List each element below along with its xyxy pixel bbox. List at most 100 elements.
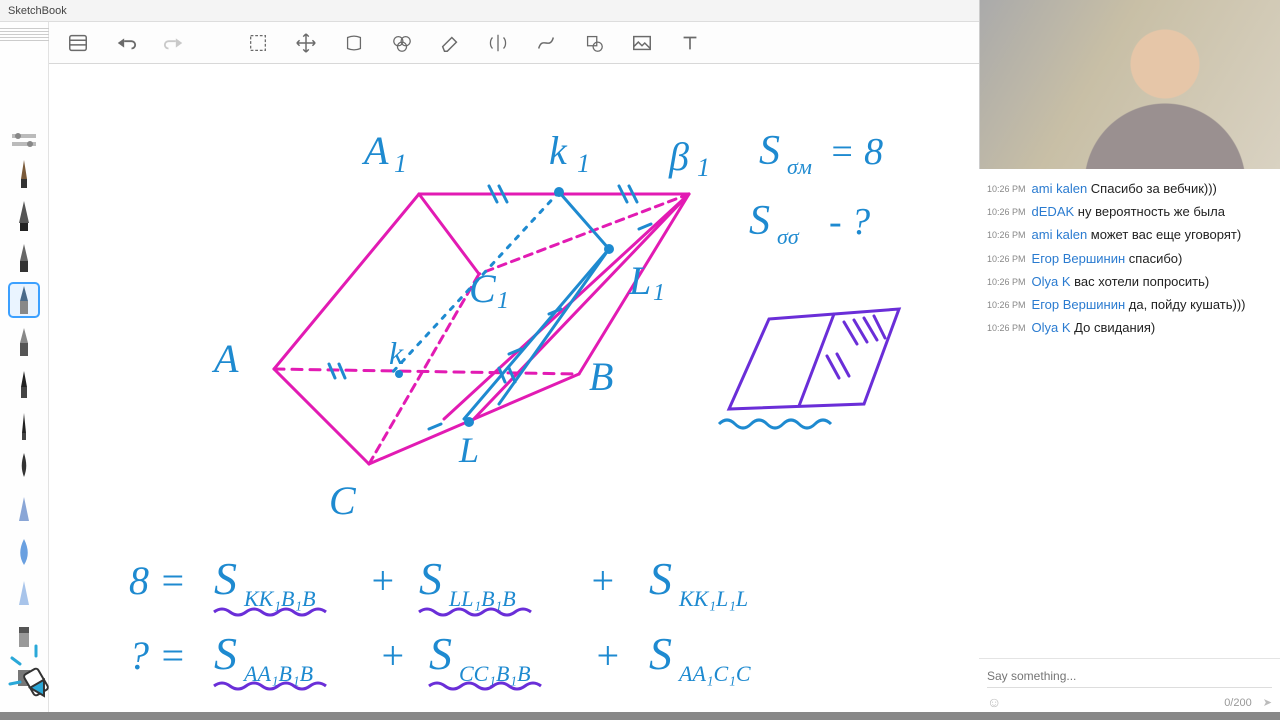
spline-icon[interactable] <box>533 30 559 56</box>
chat-time: 10:26 PM <box>987 226 1026 244</box>
svg-text:S: S <box>649 553 672 604</box>
chat-row: 10:26 PM dEDAK ну вероятность же была <box>987 203 1272 221</box>
char-counter: 0/200 <box>1224 697 1252 709</box>
svg-text:C: C <box>329 478 357 523</box>
chat-input[interactable] <box>987 665 1272 688</box>
svg-text:1: 1 <box>697 153 710 182</box>
app-title: SketchBook <box>8 5 67 17</box>
svg-text:LL₁B₁B: LL₁B₁B <box>448 586 516 611</box>
fill-icon[interactable] <box>389 30 415 56</box>
svg-text:S: S <box>214 553 237 604</box>
svg-text:B: B <box>589 354 613 399</box>
svg-text:1: 1 <box>577 149 590 178</box>
svg-text:A: A <box>211 336 239 381</box>
svg-text:1: 1 <box>394 149 407 178</box>
brush-9[interactable] <box>10 494 38 526</box>
emoji-icon[interactable]: ☺ <box>987 694 1001 710</box>
chat-row: 10:26 PMOlya K До свидания) <box>987 319 1272 337</box>
drawing-canvas[interactable]: A1 k1 β1 A B C C1 L1 k L Sσм = 8 Sσσ - ?… <box>49 64 979 712</box>
send-icon[interactable]: ➤ <box>1263 697 1272 709</box>
chat-username[interactable]: dEDAK <box>1032 204 1075 219</box>
brush-7[interactable] <box>10 410 38 442</box>
selection-icon[interactable] <box>245 30 271 56</box>
brush-11[interactable] <box>10 578 38 610</box>
brush-5[interactable] <box>10 326 38 358</box>
redo-icon[interactable] <box>161 30 187 56</box>
brush-2[interactable] <box>10 200 38 232</box>
chat-time: 10:26 PM <box>987 273 1026 291</box>
svg-text:S: S <box>649 628 672 679</box>
svg-text:S: S <box>429 628 452 679</box>
svg-text:+: + <box>369 558 396 603</box>
svg-text:+: + <box>594 633 621 678</box>
webcam-video <box>979 0 1280 169</box>
svg-text:8 =: 8 = <box>129 558 186 603</box>
svg-text:L: L <box>628 258 651 303</box>
chat-log: 10:26 PMami kalen Спасибо за вебчик)))10… <box>979 169 1280 658</box>
chat-message: Спасибо за вебчик))) <box>1091 181 1217 196</box>
svg-text:1: 1 <box>653 280 665 306</box>
brush-8[interactable] <box>10 452 38 484</box>
brush-1[interactable] <box>10 158 38 190</box>
svg-text:= 8: = 8 <box>829 131 883 173</box>
chat-time: 10:26 PM <box>987 250 1026 268</box>
chat-compose: ☺ 0/200 ➤ <box>979 658 1280 720</box>
shape-icon[interactable] <box>581 30 607 56</box>
chat-username[interactable]: Olya K <box>1032 320 1071 335</box>
svg-text:σм: σм <box>787 154 812 179</box>
svg-text:k: k <box>389 335 404 371</box>
svg-text:S: S <box>749 198 770 244</box>
svg-text:S: S <box>214 628 237 679</box>
svg-text:KK₁L₁L: KK₁L₁L <box>678 586 748 611</box>
chat-time: 10:26 PM <box>987 319 1026 337</box>
chat-time: 10:26 PM <box>987 296 1026 314</box>
chat-row: 10:26 PM Егор Вершинин да, пойду кушать))… <box>987 296 1272 314</box>
chat-username[interactable]: ami kalen <box>1032 227 1088 242</box>
brush-6[interactable] <box>10 368 38 400</box>
chat-message: вас хотели попросить) <box>1074 274 1209 289</box>
chat-row: 10:26 PM ami kalen Спасибо за вебчик))) <box>987 180 1272 198</box>
chat-username[interactable]: ami kalen <box>1032 181 1088 196</box>
svg-text:C: C <box>469 266 497 311</box>
svg-text:1: 1 <box>497 288 509 314</box>
svg-text:A: A <box>361 128 389 173</box>
chat-message: да, пойду кушать))) <box>1129 297 1246 312</box>
chat-username[interactable]: Егор Вершинин <box>1032 251 1126 266</box>
text-icon[interactable] <box>677 30 703 56</box>
svg-text:σσ: σσ <box>777 224 800 249</box>
svg-text:AA₁C₁C: AA₁C₁C <box>677 661 751 686</box>
bottom-strip <box>0 712 1280 720</box>
stream-panel: 10:26 PMami kalen Спасибо за вебчик)))10… <box>979 0 1280 720</box>
chat-username[interactable]: Olya K <box>1032 274 1071 289</box>
chat-row: 10:26 PM Егор Вершинин спасибо) <box>987 250 1272 268</box>
svg-text:L: L <box>458 430 479 470</box>
symmetry-icon[interactable] <box>485 30 511 56</box>
brush-3[interactable] <box>10 242 38 274</box>
svg-text:+: + <box>379 633 406 678</box>
list-icon[interactable] <box>65 30 91 56</box>
svg-text:KK₁B₁B: KK₁B₁B <box>243 586 316 611</box>
top-toolbar <box>49 22 979 64</box>
svg-text:β: β <box>668 134 689 179</box>
chat-time: 10:26 PM <box>987 180 1026 198</box>
chat-message: ну вероятность же была <box>1078 204 1225 219</box>
chat-time: 10:26 PM <box>987 203 1026 221</box>
palette-grab-handle[interactable] <box>0 28 49 42</box>
chat-message: может вас еще уговорят) <box>1091 227 1241 242</box>
svg-text:S: S <box>419 553 442 604</box>
svg-text:- ?: - ? <box>829 201 870 243</box>
chat-message: спасибо) <box>1129 251 1183 266</box>
chat-username[interactable]: Егор Вершинин <box>1032 297 1126 312</box>
palette-settings-icon[interactable] <box>12 132 36 150</box>
svg-text:k: k <box>549 128 568 173</box>
layers-icon[interactable] <box>341 30 367 56</box>
move-icon[interactable] <box>293 30 319 56</box>
brush-4[interactable] <box>10 284 38 316</box>
image-icon[interactable] <box>629 30 655 56</box>
undo-icon[interactable] <box>113 30 139 56</box>
brush-10[interactable] <box>10 536 38 568</box>
eraser-icon[interactable] <box>437 30 463 56</box>
svg-text:+: + <box>589 558 616 603</box>
svg-text:? =: ? = <box>129 633 186 678</box>
svg-text:S: S <box>759 128 780 174</box>
